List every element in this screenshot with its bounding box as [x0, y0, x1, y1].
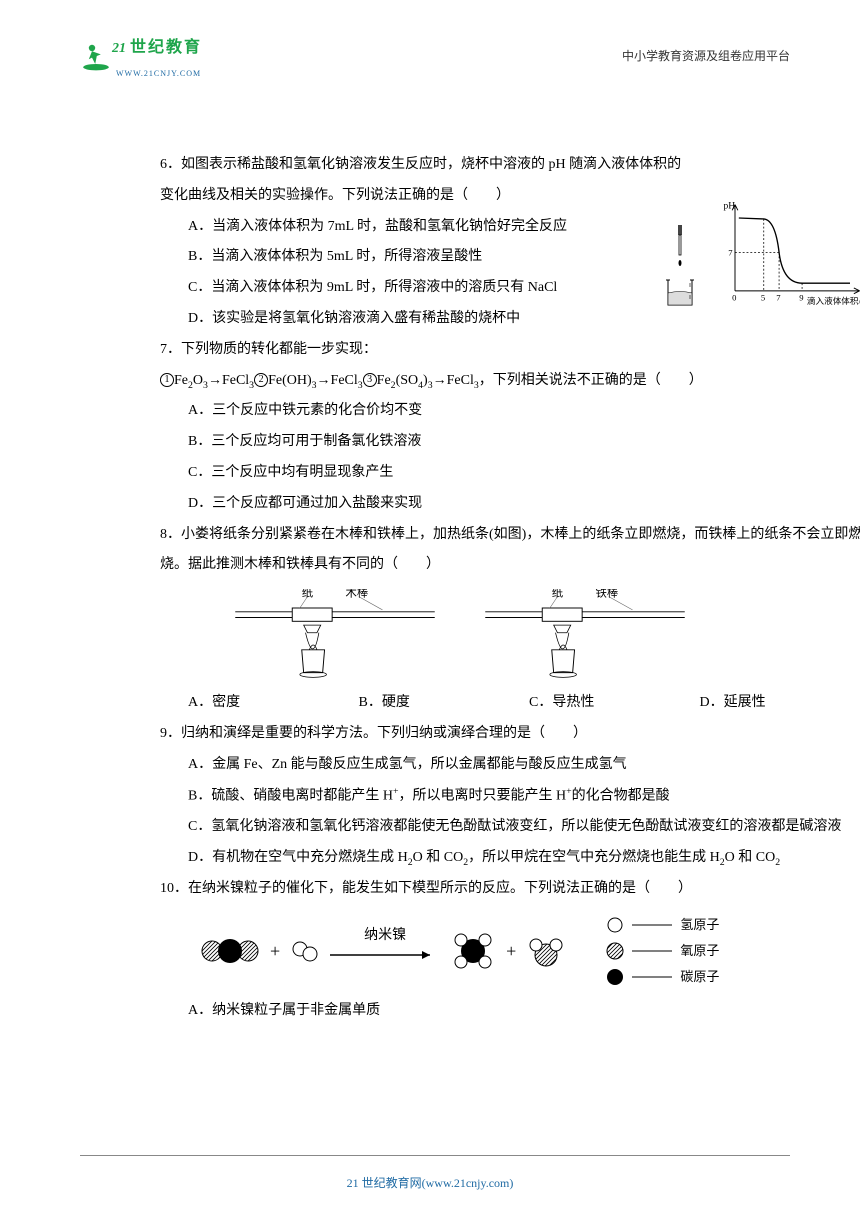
- wood-label: 木棒: [345, 589, 368, 600]
- logo-sub-text: WWW.21CNJY.COM: [116, 65, 202, 83]
- logo-prefix: 21: [112, 41, 126, 56]
- product-1-icon: [450, 928, 496, 974]
- page-header: 21 世纪教育 WWW.21CNJY.COM 中小学教育资源及组卷应用平台: [80, 30, 790, 83]
- q9-stem: 9．归纳和演绎是重要的科学方法。下列归纳或演绎合理的是（ ）: [160, 719, 860, 750]
- q8-option-b: B．硬度: [359, 688, 530, 719]
- q7-option-d: D．三个反应都可通过加入盐酸来实现: [160, 489, 860, 520]
- ph-x-label: 滴入液体体积/mL: [807, 295, 860, 306]
- footer-divider: [80, 1155, 790, 1156]
- q7-option-b: B．三个反应均可用于制备氯化铁溶液: [160, 427, 860, 458]
- logo-main-text: 世纪教育: [130, 39, 202, 56]
- h-atom-icon: [606, 916, 624, 934]
- q8-option-d: D．延展性: [700, 688, 860, 719]
- legend-h: 氢原子: [606, 912, 719, 938]
- iron-stick-diagram: 纸 铁棒: [480, 589, 690, 684]
- catalyst-label: 纳米镍: [330, 929, 440, 943]
- q8-diagram-row: 纸 木棒 纸 铁棒: [230, 589, 860, 684]
- q10-stem: 10．在纳米镍粒子的催化下，能发生如下模型所示的反应。下列说法正确的是（ ）: [160, 874, 860, 905]
- reactant-1-icon: [200, 933, 260, 969]
- page-footer: 21 世纪教育网(www.21cnjy.com): [0, 1170, 860, 1196]
- ph-y-label: pH: [724, 200, 736, 211]
- footer-text: 21 世纪教育网(www.21cnjy.com): [347, 1176, 514, 1190]
- legend-o: 氧原子: [606, 938, 719, 964]
- q9-option-b: B．硫酸、硝酸电离时都能产生 H+，所以电离时只要能产生 H+的化合物都是酸: [160, 781, 860, 812]
- ph-x-tick-0: 0: [732, 292, 736, 302]
- header-right-text: 中小学教育资源及组卷应用平台: [622, 43, 790, 69]
- o-atom-icon: [606, 942, 624, 960]
- plus-2: +: [506, 932, 516, 972]
- logo: 21 世纪教育 WWW.21CNJY.COM: [80, 30, 202, 83]
- q7-stem: 7．下列物质的转化都能一步实现：: [160, 335, 860, 366]
- ph-curve-graph: pH 7 0 5 7 9 滴入液体体积/mL: [715, 195, 860, 310]
- ph-x-tick-9: 9: [799, 292, 803, 302]
- ph-x-tick-7: 7: [776, 292, 781, 302]
- legend-c-text: 碳原子: [680, 963, 719, 992]
- arrow-icon: [330, 949, 440, 961]
- paper-label-1: 纸: [302, 589, 313, 600]
- logo-text-block: 21 世纪教育 WWW.21CNJY.COM: [112, 30, 202, 83]
- beaker-dropper-diagram: [660, 225, 700, 310]
- ph-y-tick: 7: [728, 247, 733, 257]
- legend-line-icon: [632, 950, 672, 952]
- wood-stick-diagram: 纸 木棒: [230, 589, 440, 684]
- q10-reaction-diagram: + 纳米镍 +: [200, 912, 860, 990]
- legend-h-text: 氢原子: [680, 911, 719, 940]
- legend-line-icon: [632, 924, 672, 926]
- logo-icon: [80, 40, 112, 72]
- q9-option-d: D．有机物在空气中充分燃烧生成 H2O 和 CO2，所以甲烷在空气中充分燃烧也能…: [160, 843, 860, 874]
- ph-x-tick-5: 5: [761, 292, 765, 302]
- q8-option-a: A．密度: [188, 688, 359, 719]
- q10-option-a: A．纳米镍粒子属于非金属单质: [160, 996, 860, 1027]
- legend-c: 碳原子: [606, 964, 719, 990]
- q7-option-a: A．三个反应中铁元素的化合价均不变: [160, 396, 860, 427]
- product-2-icon: [526, 933, 566, 969]
- iron-label: 铁棒: [595, 589, 618, 600]
- reactant-2-icon: [290, 936, 320, 966]
- legend-line-icon: [632, 976, 672, 978]
- q7-option-c: C．三个反应中均有明显现象产生: [160, 458, 860, 489]
- paper-label-2: 纸: [552, 589, 563, 600]
- reaction-arrow: 纳米镍: [330, 929, 440, 974]
- atom-legend: 氢原子 氧原子 碳原子: [606, 912, 719, 990]
- page-content: 6．如图表示稀盐酸和氢氧化钠溶液发生反应时，烧杯中溶液的 pH 随滴入液体体积的…: [160, 150, 860, 1027]
- q8-options: A．密度 B．硬度 C．导热性 D．延展性: [160, 688, 860, 719]
- q7-reaction-line: 1Fe2O3→FeCl32Fe(OH)3→FeCl33Fe2(SO4)3→FeC…: [160, 366, 860, 397]
- q8-stem: 8．小娄将纸条分别紧紧卷在木棒和铁棒上，加热纸条(如图)，木棒上的纸条立即燃烧，…: [160, 520, 860, 582]
- legend-o-text: 氧原子: [680, 937, 719, 966]
- q8-option-c: C．导热性: [529, 688, 700, 719]
- q9-option-c: C．氢氧化钠溶液和氢氧化钙溶液都能使无色酚酞试液变红，所以能使无色酚酞试液变红的…: [160, 812, 860, 843]
- plus-1: +: [270, 932, 280, 972]
- q9-option-a: A．金属 Fe、Zn 能与酸反应生成氢气，所以金属都能与酸反应生成氢气: [160, 750, 860, 781]
- c-atom-icon: [606, 968, 624, 986]
